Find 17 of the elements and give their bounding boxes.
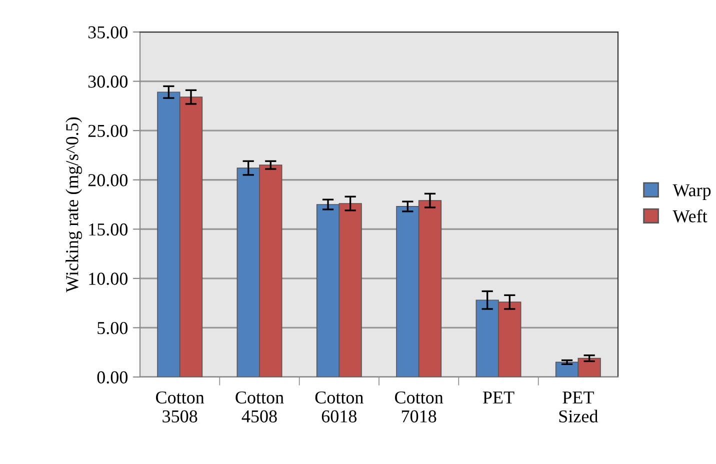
x-tick-label: Cotton 3508 bbox=[156, 391, 204, 422]
y-tick-label: 5.00 bbox=[98, 322, 128, 334]
legend-label: Warp bbox=[672, 184, 711, 200]
y-tick-label: 25.00 bbox=[88, 124, 128, 138]
y-tick-label: 0.00 bbox=[97, 371, 128, 384]
x-tick-label: PET bbox=[482, 392, 514, 404]
y-tick-label: 15.00 bbox=[89, 223, 128, 236]
y-tick-label: 35.00 bbox=[88, 26, 128, 39]
y-tick-label: 30.00 bbox=[88, 76, 128, 88]
y-tick-label: 20.00 bbox=[88, 174, 128, 186]
x-tick-label: Cotton 6018 bbox=[315, 391, 364, 422]
y-tick-label: 10.00 bbox=[89, 272, 128, 285]
y-axis-title: Wicking rate (mg/s^0.5) bbox=[66, 117, 82, 292]
x-tick-label: Cotton 7018 bbox=[394, 391, 444, 422]
x-tick-label: Cotton 4508 bbox=[236, 391, 284, 422]
x-tick-label: PET Sized bbox=[559, 392, 598, 422]
legend-label: Weft bbox=[672, 209, 708, 222]
